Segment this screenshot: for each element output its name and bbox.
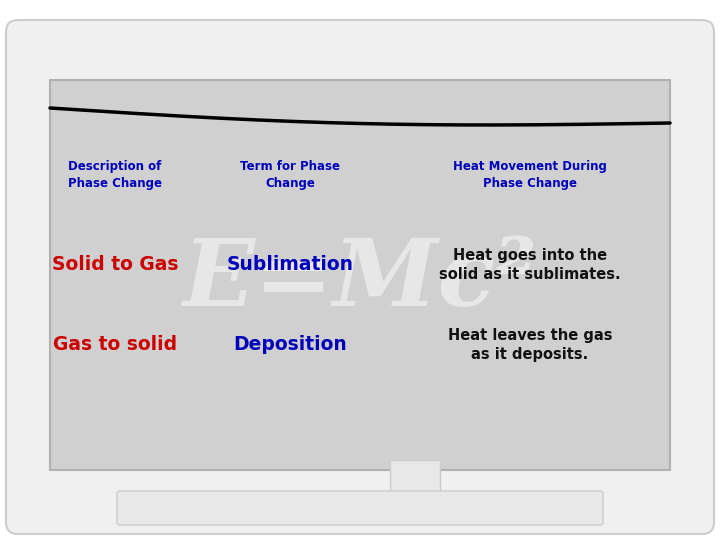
Text: Heat leaves the gas
as it deposits.: Heat leaves the gas as it deposits.: [448, 328, 612, 362]
FancyBboxPatch shape: [117, 491, 603, 525]
Text: Heat goes into the
solid as it sublimates.: Heat goes into the solid as it sublimate…: [439, 248, 621, 282]
Text: Heat Movement During
Phase Change: Heat Movement During Phase Change: [453, 160, 607, 190]
Text: Term for Phase
Change: Term for Phase Change: [240, 160, 340, 190]
Text: Sublimation: Sublimation: [227, 255, 354, 274]
Text: Solid to Gas: Solid to Gas: [52, 255, 179, 274]
Text: E=Mc²: E=Mc²: [183, 235, 537, 325]
Text: Description of
Phase Change: Description of Phase Change: [68, 160, 162, 190]
FancyBboxPatch shape: [390, 460, 440, 510]
FancyBboxPatch shape: [6, 20, 714, 534]
Text: Gas to solid: Gas to solid: [53, 335, 177, 354]
FancyBboxPatch shape: [50, 80, 670, 470]
Text: Deposition: Deposition: [233, 335, 347, 354]
